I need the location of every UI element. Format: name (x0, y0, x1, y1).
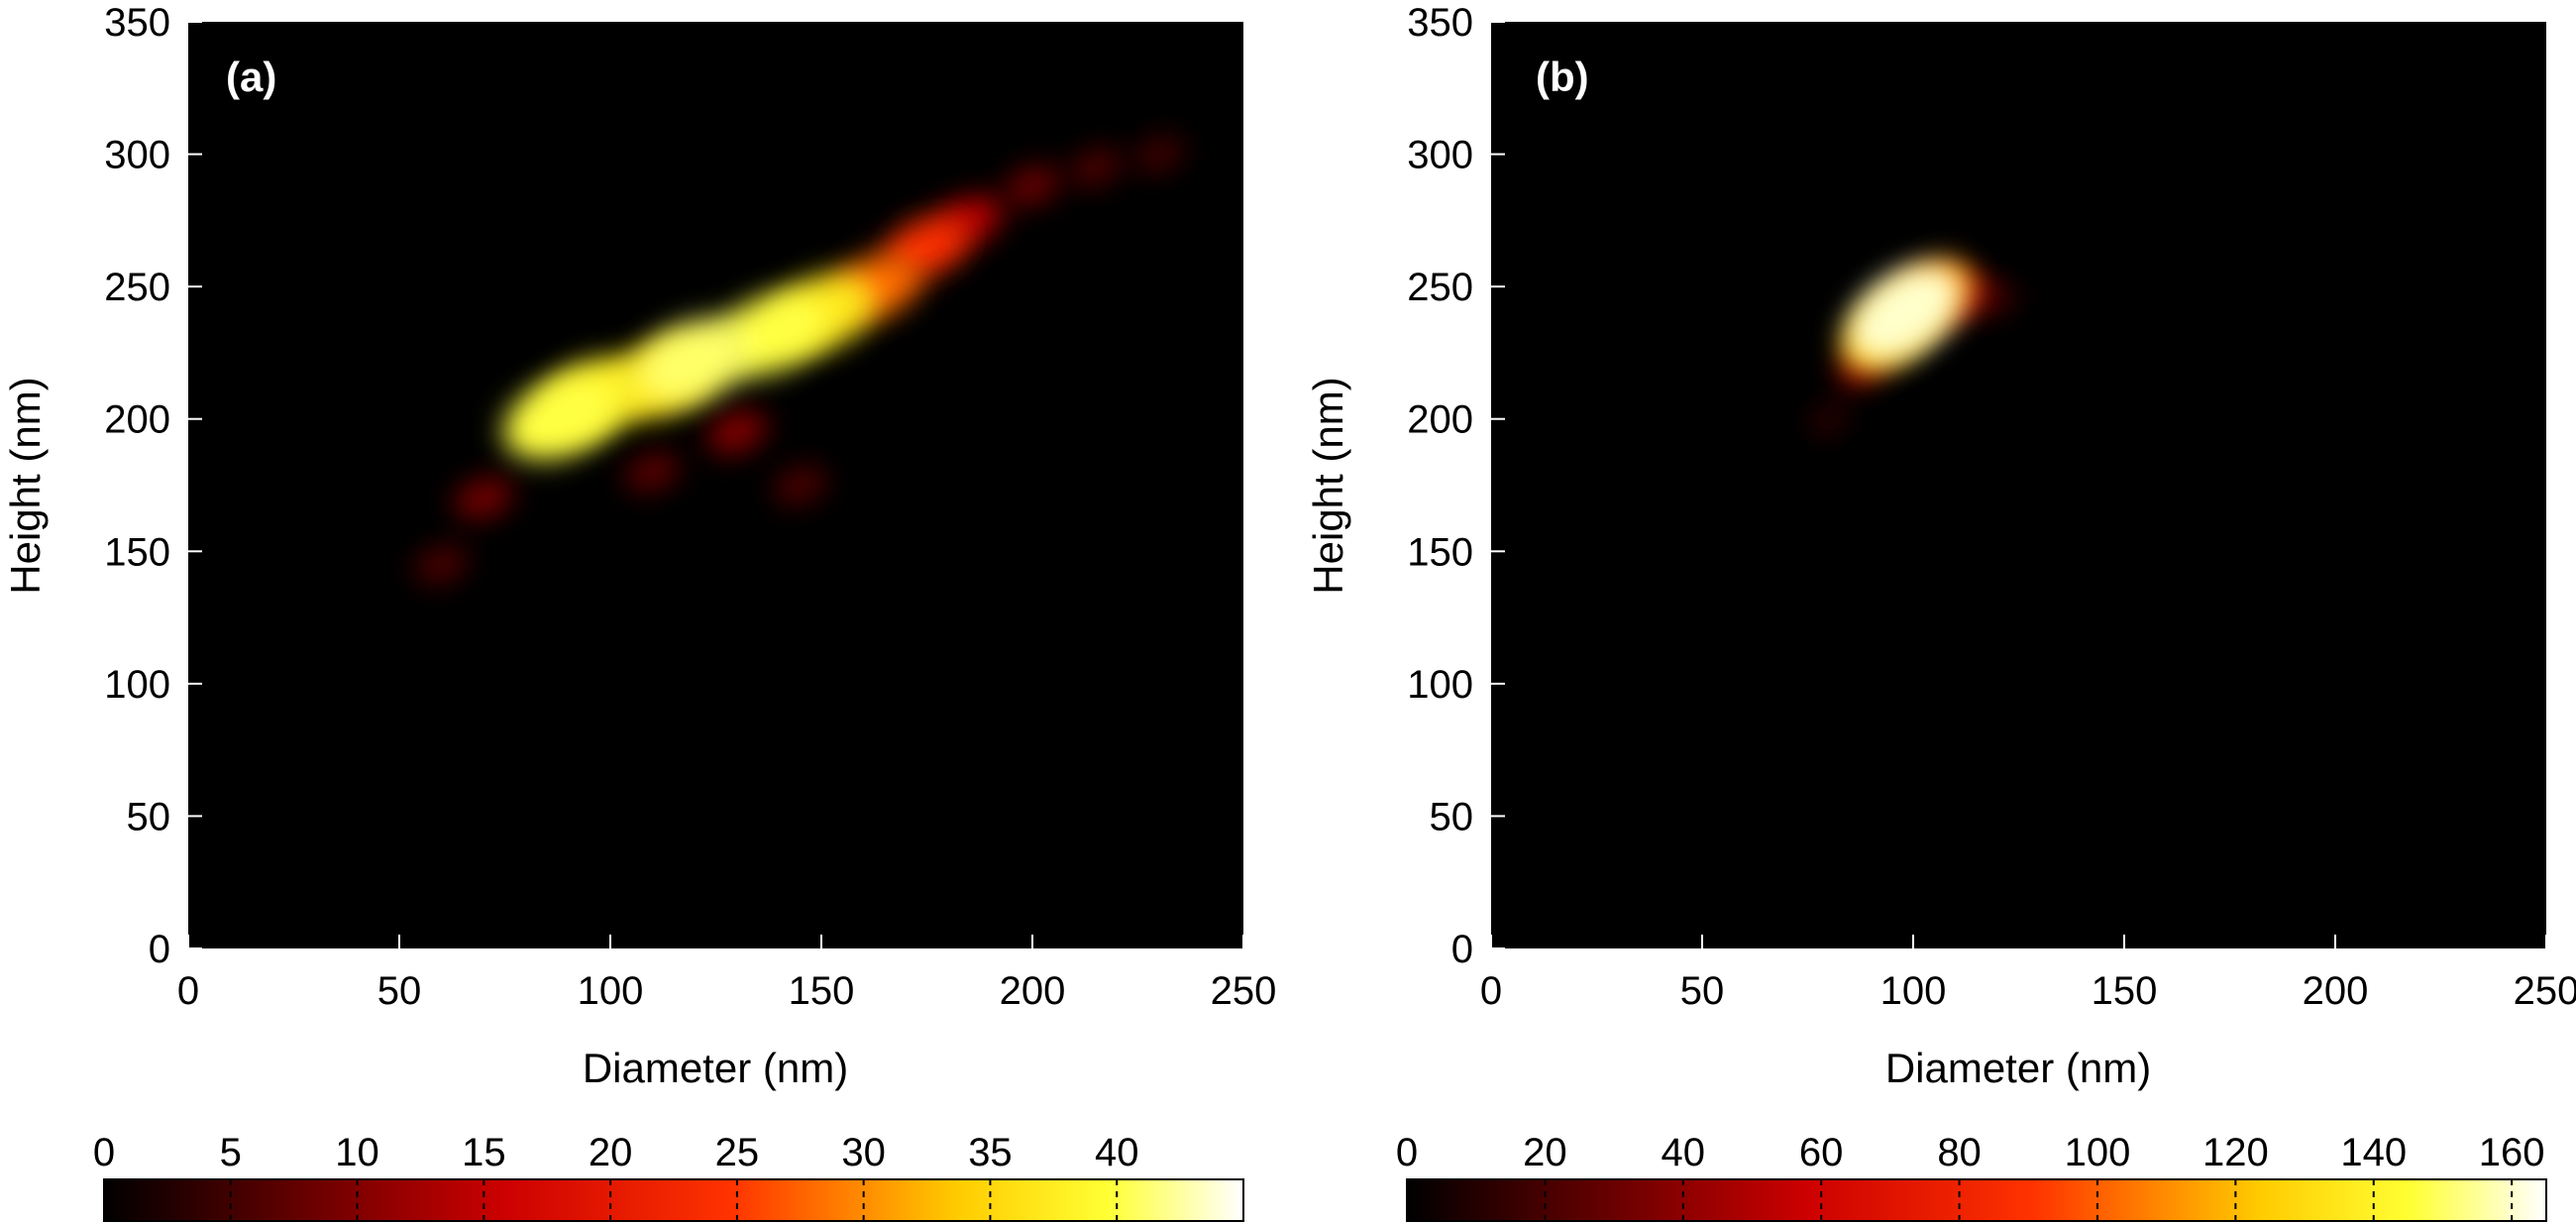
y-tick-label-b-100: 100 (1407, 663, 1473, 707)
x-tick-label-b-250: 250 (2514, 969, 2576, 1013)
colorbar-tick-label-b-0: 0 (1396, 1131, 1418, 1174)
x-tick-label-b-100: 100 (1880, 969, 1947, 1013)
colorbar-tick-label-a-30: 30 (841, 1131, 886, 1174)
y-tick-label-a-250: 250 (104, 266, 170, 309)
heatmap-cell-a-3 (773, 466, 827, 504)
heatmap-cell-a-5 (1004, 166, 1061, 207)
y-axis-label-a: Height (nm) (2, 377, 49, 594)
y-tick-label-b-0: 0 (1451, 928, 1473, 971)
ticks-b: 0 50 100 150 200 250 0 50 100 150 200 250 300 350 (1407, 1, 2576, 1013)
y-tick-label-a-100: 100 (104, 663, 170, 707)
panel-label-b: (b) (1536, 54, 1589, 100)
y-tick-label-a-200: 200 (104, 398, 170, 442)
colorbar-tick-label-b-20: 20 (1523, 1131, 1567, 1174)
colorbar-tick-label-a-35: 35 (968, 1131, 1013, 1174)
y-tick-label-b-50: 50 (1430, 795, 1474, 838)
heatmap-cell-b-0 (1810, 403, 1848, 435)
colorbar-tick-label-a-20: 20 (589, 1131, 633, 1174)
heatmap-cell-a-16 (637, 319, 752, 402)
x-axis-label-b: Diameter (nm) (1885, 1045, 2151, 1091)
heatmap-cell-a-0 (1132, 135, 1185, 173)
x-tick-label-a-250: 250 (1211, 969, 1277, 1013)
x-tick-label-a-50: 50 (377, 969, 422, 1013)
x-tick-label-a-150: 150 (789, 969, 855, 1013)
colorbar-tick-label-a-25: 25 (715, 1131, 760, 1174)
x-tick-label-b-200: 200 (2303, 969, 2369, 1013)
heatmap-cell-a-7 (706, 410, 768, 454)
x-tick-label-a-0: 0 (177, 969, 199, 1013)
colorbar-tick-label-a-40: 40 (1095, 1131, 1139, 1174)
x-tick-label-b-50: 50 (1680, 969, 1725, 1013)
x-tick-label-b-150: 150 (2092, 969, 2158, 1013)
y-tick-label-a-350: 350 (104, 1, 170, 45)
y-tick-label-b-350: 350 (1407, 1, 1473, 45)
heatmap-cell-a-2 (414, 545, 469, 584)
y-tick-label-a-150: 150 (104, 530, 170, 574)
x-tick-label-b-0: 0 (1480, 969, 1502, 1013)
plot-area-b (1491, 22, 2546, 948)
ticks-a: 0 50 100 150 200 250 0 50 100 150 200 250 300 350 (104, 1, 1276, 1013)
colorbar-b: 0 20 40 60 80 100 120 140 160 (1396, 1131, 2547, 1222)
colorbar-a: 0 5 10 15 20 25 30 35 40 (93, 1131, 1244, 1222)
colorbar-tick-label-a-10: 10 (335, 1131, 379, 1174)
colorbar-tick-label-a-0: 0 (93, 1131, 115, 1174)
heatmap-b (1810, 260, 2017, 435)
colorbar-tick-label-a-5: 5 (220, 1131, 242, 1174)
colorbar-tick-label-a-15: 15 (462, 1131, 506, 1174)
heatmap-cell-b-6 (1849, 265, 1961, 361)
colorbar-gradient-b (1406, 1178, 2547, 1222)
panel-a: (a) 0 50 100 150 200 250050100150200250300350… (2, 1, 1276, 1222)
colorbar-gradient-a (103, 1178, 1244, 1222)
x-tick-label-a-100: 100 (578, 969, 644, 1013)
colorbar-tick-label-b-60: 60 (1799, 1131, 1844, 1174)
y-tick-label-b-150: 150 (1407, 530, 1473, 574)
panel-b: (b) 0 50 100 150 200 250050100150200250300350… (1305, 1, 2576, 1222)
colorbar-tick-label-b-120: 120 (2202, 1131, 2269, 1174)
colorbar-tick-label-b-100: 100 (2065, 1131, 2131, 1174)
y-tick-label-b-250: 250 (1407, 266, 1473, 309)
plot-area-a (188, 22, 1243, 948)
y-tick-label-b-200: 200 (1407, 398, 1473, 442)
x-tick-label-a-200: 200 (1000, 969, 1066, 1013)
y-tick-label-a-0: 0 (149, 928, 170, 971)
y-tick-label-a-50: 50 (127, 795, 171, 838)
colorbar-tick-label-b-80: 80 (1937, 1131, 1982, 1174)
colorbar-tick-label-b-160: 160 (2479, 1131, 2545, 1174)
y-axis-label-b: Height (nm) (1305, 377, 1351, 594)
heatmap-cell-a-4 (624, 452, 681, 493)
colorbar-tick-label-b-140: 140 (2340, 1131, 2407, 1174)
heatmap-cell-a-6 (454, 477, 513, 520)
colorbar-tick-label-b-40: 40 (1662, 1131, 1706, 1174)
x-axis-label-a: Diameter (nm) (583, 1045, 848, 1091)
y-tick-label-b-300: 300 (1407, 134, 1473, 177)
heatmap-cell-a-1 (1069, 148, 1123, 187)
y-tick-label-a-300: 300 (104, 134, 170, 177)
heatmap-a (414, 135, 1185, 584)
heatmap-cell-a-14 (503, 378, 616, 460)
panel-label-a: (a) (226, 54, 276, 100)
